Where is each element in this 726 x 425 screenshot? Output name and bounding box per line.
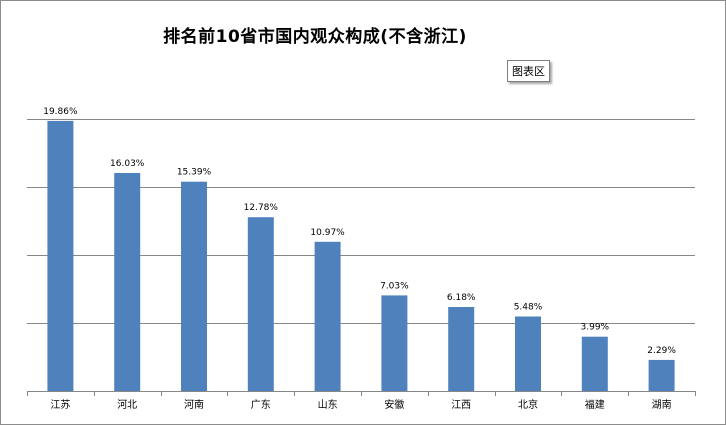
x-tick-label: 江苏: [50, 398, 70, 411]
data-label: 7.03%: [380, 281, 409, 291]
chart-title: 排名前10省市国内观众构成(不含浙江): [163, 27, 467, 47]
bar: [515, 316, 541, 391]
bar: [648, 359, 675, 391]
chart-area-tooltip: 图表区: [507, 60, 550, 82]
x-tick-label: 河北: [117, 399, 137, 411]
data-label: 2.29%: [647, 346, 676, 356]
bar: [581, 336, 608, 391]
data-label: 12.78%: [244, 203, 279, 213]
data-label: 15.39%: [177, 168, 212, 178]
data-label: 6.18%: [447, 293, 476, 303]
x-tick-label: 安徽: [384, 398, 404, 411]
x-tick-label: 北京: [518, 398, 538, 411]
x-tick-label: 广东: [251, 398, 271, 411]
bar: [448, 307, 475, 391]
data-label: 10.97%: [310, 228, 345, 238]
data-label: 16.03%: [110, 159, 145, 169]
bar: [181, 181, 207, 391]
x-tick-label: 山东: [318, 398, 338, 411]
data-label: 3.99%: [581, 323, 610, 333]
bar: [114, 173, 141, 391]
x-tick-label: 福建: [585, 398, 605, 411]
bar: [314, 241, 341, 391]
bar: [381, 295, 408, 391]
x-tick-label: 河南: [184, 398, 204, 411]
bar: [47, 120, 74, 392]
data-label: 5.48%: [514, 303, 543, 313]
x-tick-label: 江西: [451, 399, 471, 411]
x-tick-label: 湖南: [652, 398, 672, 411]
bar: [247, 217, 274, 391]
data-label: 19.86%: [43, 107, 78, 117]
